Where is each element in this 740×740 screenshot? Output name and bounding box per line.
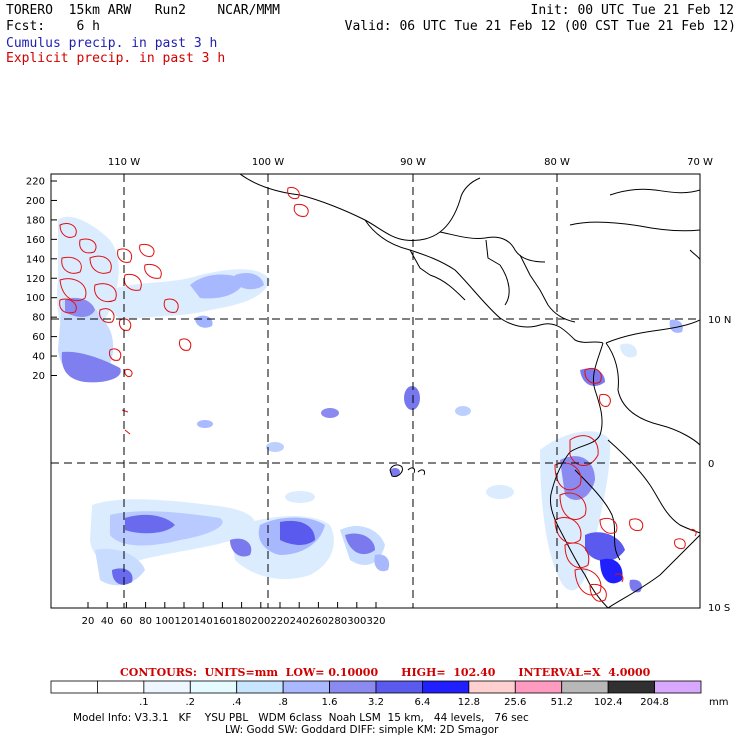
x-tick-label: 40	[101, 616, 114, 627]
x-tick-label: 120	[174, 616, 193, 627]
init-time: Init: 00 UTC Tue 21 Feb 12	[530, 3, 735, 18]
x-tick-label: 20	[82, 616, 95, 627]
colorbar-swatch	[97, 680, 145, 694]
x-tick-label: 220	[270, 616, 289, 627]
latitude-labels: 10 N 0 10 S	[708, 315, 731, 614]
lat-label: 10 S	[708, 603, 730, 614]
lon-label: 80 W	[544, 157, 570, 168]
legend-explicit: Explicit precip. in past 3 h	[6, 51, 226, 66]
colorbar-label: .1	[139, 697, 149, 708]
colorbar-unit: mm	[709, 697, 728, 708]
x-tick-label: 160	[213, 616, 232, 627]
y-tick-label: 100	[26, 293, 45, 304]
x-tick-label: 280	[328, 616, 347, 627]
x-tick-label: 300	[347, 616, 366, 627]
lon-label: 100 W	[252, 157, 284, 168]
y-axis-ticks: 220 200 180 160 140 120 100 80 60 40 20	[26, 177, 57, 382]
x-tick-label: 200	[251, 616, 270, 627]
y-tick-label: 120	[26, 274, 45, 285]
colorbar: .1 .2 .4 .8 1.6 3.2 6.4 12.8 25.6 51.2 102.4 204.8 m…	[50, 680, 728, 708]
colorbar-label: 6.4	[414, 697, 430, 708]
longitude-labels: 110 W 100 W 90 W 80 W 70 W	[108, 157, 713, 168]
precip-shading	[56, 216, 683, 593]
x-tick-label: 260	[309, 616, 328, 627]
y-tick-label: 220	[26, 177, 45, 188]
colorbar-swatch	[282, 680, 330, 694]
colorbar-label: 3.2	[368, 697, 384, 708]
x-tick-label: 240	[290, 616, 309, 627]
colorbar-swatch	[375, 680, 423, 694]
colorbar-swatch	[50, 680, 98, 694]
x-axis-ticks: 20 40 60 80 100 120 140 160 180 200 220 240 260 280 30…	[82, 602, 386, 627]
colorbar-label: 204.8	[640, 697, 669, 708]
colorbar-label: 25.6	[504, 697, 526, 708]
colorbar-swatch	[607, 680, 655, 694]
colorbar-label: .2	[186, 697, 196, 708]
colorbar-label: 102.4	[594, 697, 623, 708]
x-tick-label: 60	[120, 616, 133, 627]
colorbar-swatch	[468, 680, 516, 694]
colorbar-swatch	[561, 680, 609, 694]
colorbar-label: .4	[232, 697, 242, 708]
y-tick-label: 200	[26, 196, 45, 207]
y-tick-label: 180	[26, 215, 45, 226]
colorbar-swatch	[329, 680, 377, 694]
model-info-line2: LW: Godd SW: Goddard DIFF: simple KM: 2D…	[225, 724, 499, 736]
colorbar-label: 51.2	[551, 697, 573, 708]
model-info-line1: Model Info: V3.3.1 KF YSU PBL WDM 6class…	[73, 712, 529, 724]
x-tick-label: 320	[366, 616, 385, 627]
y-tick-label: 40	[32, 352, 45, 363]
colorbar-swatch	[189, 680, 238, 694]
lon-label: 110 W	[108, 157, 140, 168]
y-tick-label: 20	[32, 371, 45, 382]
y-tick-label: 140	[26, 254, 45, 265]
y-tick-label: 80	[32, 313, 45, 324]
colorbar-swatch	[236, 680, 284, 694]
x-tick-label: 100	[155, 616, 174, 627]
x-tick-label: 140	[194, 616, 213, 627]
lat-label: 0	[708, 459, 714, 470]
colorbar-label: 12.8	[458, 697, 480, 708]
colorbar-label: .8	[278, 697, 288, 708]
lat-label: 10 N	[708, 315, 731, 326]
y-tick-label: 160	[26, 235, 45, 246]
valid-time: Valid: 06 UTC Tue 21 Feb 12 (00 CST Tue …	[344, 19, 736, 34]
forecast-hour: Fcst: 6 h	[6, 19, 100, 34]
x-tick-label: 180	[232, 616, 251, 627]
legend-cumulus: Cumulus precip. in past 3 h	[6, 36, 218, 51]
colorbar-label: 1.6	[322, 697, 338, 708]
colorbar-swatch	[143, 680, 191, 694]
coastlines	[239, 174, 700, 608]
latlon-grid	[51, 174, 700, 608]
lon-label: 90 W	[400, 157, 426, 168]
x-tick-label: 80	[139, 616, 152, 627]
contours-note: CONTOURS: UNITS=mm LOW= 0.10000 HIGH= 10…	[120, 666, 651, 679]
y-tick-label: 60	[32, 332, 45, 343]
colorbar-swatch	[514, 680, 563, 694]
lon-label: 70 W	[687, 157, 713, 168]
colorbar-swatch	[654, 680, 702, 694]
explicit-precip-contours	[59, 187, 697, 602]
model-title: TORERO 15km ARW Run2 NCAR/MMM	[6, 3, 280, 18]
colorbar-swatch	[422, 680, 470, 694]
